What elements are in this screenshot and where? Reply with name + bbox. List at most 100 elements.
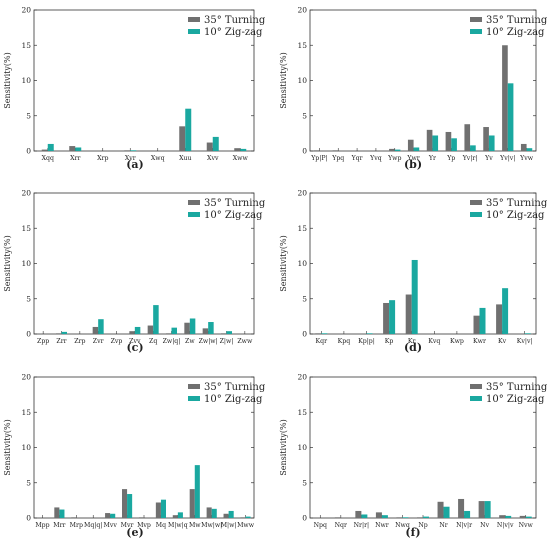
chart-panel-f: 0 5 10 15 20 Sensitivity(%) Npq Nqr Nr|r| Nwr Nwq N…	[279, 373, 548, 539]
bar-zigzag-3	[389, 300, 396, 334]
bar-turning-10	[502, 45, 508, 151]
panel-label: (f)	[405, 526, 420, 539]
x-tick-label: Kp|p|	[358, 338, 375, 345]
bar-zigzag-3	[381, 515, 388, 518]
panel-label: (c)	[126, 341, 143, 354]
legend-entry-1: 10° Zig-zag	[486, 394, 545, 405]
bar-zigzag-5	[134, 326, 141, 334]
legend-entry-0: 35° Turning	[204, 198, 266, 209]
legend-entry-1: 10° Zig-zag	[486, 27, 545, 38]
bar-turning-3	[383, 302, 390, 334]
bar-zigzag-9	[524, 333, 531, 334]
x-tick-label: Kp	[385, 338, 394, 345]
y-tick-label: 0	[302, 330, 307, 339]
bar-zigzag-4	[394, 149, 401, 151]
x-tick-label: Nv	[480, 522, 489, 529]
bar-turning-10	[221, 333, 227, 334]
legend-swatch-0	[188, 200, 200, 205]
bar-zigzag-3	[130, 150, 137, 151]
x-tick-label: Zq	[149, 338, 157, 345]
panel-label: (d)	[404, 341, 422, 354]
x-tick-label: Mvp	[137, 522, 151, 529]
x-tick-label: Kv|v|	[517, 338, 533, 345]
x-tick-label: Xqq	[42, 155, 54, 162]
bar-turning-8	[478, 501, 485, 518]
bar-zigzag-9	[194, 465, 200, 518]
x-tick-label: N|v|v	[497, 522, 514, 529]
bar-zigzag-0	[321, 333, 328, 334]
bar-zigzag-5	[423, 516, 429, 518]
bar-turning-1	[334, 517, 341, 518]
y-tick-label: 5	[302, 478, 307, 487]
y-tick-label: 20	[21, 189, 31, 198]
bar-zigzag-2	[366, 333, 373, 334]
bar-turning-3	[92, 326, 99, 334]
x-tick-label: Zw|q|	[163, 338, 181, 345]
y-tick-label: 5	[26, 111, 31, 120]
y-tick-label: 0	[26, 147, 31, 156]
x-tick-label: Yvw	[519, 155, 534, 162]
x-tick-label: Yr	[428, 155, 436, 162]
bar-turning-0	[315, 333, 322, 334]
legend-swatch-0	[188, 384, 200, 389]
x-tick-label: Mq|q|	[84, 522, 102, 529]
bar-zigzag-4	[402, 517, 409, 518]
x-tick-label: Yp|P|	[310, 155, 327, 162]
x-tick-label: Zw	[185, 338, 195, 345]
x-tick-label: Xww	[233, 155, 249, 162]
bar-zigzag-10	[211, 508, 217, 518]
x-tick-label: Kv	[498, 338, 507, 345]
x-tick-label: Kpq	[338, 338, 351, 345]
bar-zigzag-11	[228, 510, 234, 518]
bar-turning-7	[155, 502, 161, 518]
bar-turning-4	[396, 517, 403, 518]
x-tick-label: Nwq	[395, 522, 410, 529]
legend-entry-0: 35° Turning	[486, 15, 548, 26]
bar-turning-7	[458, 498, 465, 518]
bar-zigzag-9	[208, 322, 214, 334]
bar-turning-4	[389, 148, 395, 151]
legend-swatch-1	[470, 29, 482, 34]
bar-zigzag-6	[153, 305, 159, 334]
y-tick-label: 15	[21, 41, 31, 50]
legend-entry-0: 35° Turning	[486, 198, 548, 209]
legend-entry-1: 10° Zig-zag	[204, 210, 263, 221]
x-tick-label: Npq	[314, 522, 327, 529]
legend-swatch-1	[470, 396, 482, 401]
bar-zigzag-7	[479, 307, 486, 334]
y-tick-label: 5	[26, 478, 31, 487]
bar-turning-1	[332, 150, 339, 151]
bar-turning-11	[520, 143, 527, 151]
legend-entry-0: 35° Turning	[204, 382, 266, 393]
x-tick-label: Mvv	[103, 522, 117, 529]
x-tick-label: Nqr	[335, 522, 347, 529]
bar-turning-8	[464, 124, 471, 151]
x-tick-label: Ypq	[331, 155, 344, 162]
bar-turning-0	[41, 149, 48, 151]
bar-zigzag-5	[127, 494, 133, 518]
x-tick-label: Zvr	[93, 338, 104, 345]
x-tick-label: Nwr	[375, 522, 389, 529]
bar-zigzag-12	[245, 516, 251, 518]
bar-turning-3	[375, 512, 382, 518]
x-tick-label: Kwr	[473, 338, 486, 345]
y-tick-label: 0	[26, 330, 31, 339]
y-axis-label: Sensitivity(%)	[3, 235, 12, 291]
y-tick-label: 15	[21, 408, 31, 417]
bar-turning-1	[69, 146, 76, 151]
legend-swatch-0	[188, 17, 200, 22]
x-tick-label: Ywp	[387, 155, 401, 162]
bar-turning-5	[129, 331, 135, 334]
x-tick-label: Zpp	[37, 338, 49, 345]
legend-entry-0: 35° Turning	[204, 15, 266, 26]
y-tick-label: 10	[297, 259, 307, 268]
panel-label: (a)	[126, 158, 144, 171]
y-tick-label: 15	[297, 224, 307, 233]
chart-panel-d: 0 5 10 15 20 Sensitivity(%) Kqr Kpq Kp|p| Kp Kr Kvq…	[279, 189, 548, 354]
bar-zigzag-8	[484, 501, 491, 518]
x-tick-label: Zvv	[129, 338, 141, 345]
chart-panel-e: 0 5 10 15 20 Sensitivity(%) Mpp Mrr Mrp Mq|q| Mvv M…	[3, 373, 266, 539]
bar-turning-11	[223, 513, 229, 518]
legend-swatch-0	[470, 17, 482, 22]
bar-turning-1	[56, 333, 62, 334]
